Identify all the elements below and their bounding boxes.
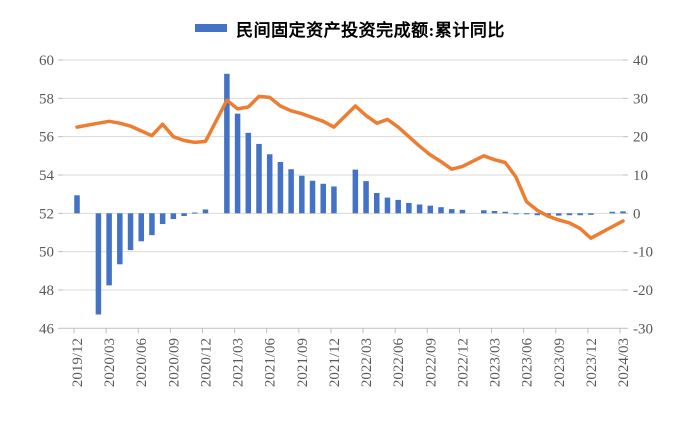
bar: [556, 213, 562, 216]
left-axis-tick-label: 48: [39, 283, 54, 299]
bar: [363, 181, 369, 214]
bar: [234, 113, 241, 214]
bar: [256, 143, 262, 214]
x-axis-tick-label: 2020/09: [166, 338, 182, 387]
bar: [127, 213, 134, 251]
bar: [427, 205, 434, 214]
bar: [438, 207, 444, 214]
bar: [117, 213, 123, 265]
right-axis-tick-label: 20: [633, 130, 648, 146]
left-axis-tick-label: 46: [39, 321, 55, 337]
bar: [95, 213, 102, 315]
bar: [224, 73, 230, 214]
bar: [513, 213, 519, 215]
bar: [245, 132, 252, 214]
bar: [352, 169, 359, 214]
bar: [74, 195, 80, 214]
right-axis-tick-label: 0: [633, 206, 641, 222]
bar: [331, 186, 337, 214]
bar: [502, 211, 508, 214]
right-axis-tick-label: 40: [633, 53, 648, 69]
x-axis-tick-label: 2023/03: [488, 338, 504, 387]
bar: [106, 213, 112, 286]
bar: [577, 213, 583, 216]
x-axis-tick-label: 2023/09: [552, 338, 568, 387]
bar: [320, 183, 326, 214]
left-axis-tick-label: 60: [39, 53, 54, 69]
bar: [149, 213, 155, 236]
bar: [534, 213, 541, 216]
line-series: [75, 94, 625, 240]
bar: [416, 204, 423, 214]
bar: [266, 154, 273, 214]
x-axis-tick-label: 2022/09: [423, 338, 439, 387]
x-axis-tick-label: 2021/06: [263, 338, 279, 388]
bar: [202, 209, 209, 214]
x-axis-tick-label: 2020/03: [102, 338, 118, 387]
bar: [159, 213, 166, 225]
bar: [448, 209, 455, 214]
bar: [170, 213, 177, 220]
x-axis-tick-label: 2022/12: [455, 338, 471, 387]
x-axis-tick-label: 2021/12: [327, 338, 343, 387]
left-axis-tick-label: 54: [39, 168, 55, 184]
bar: [588, 213, 594, 215]
bar: [481, 210, 487, 214]
bar: [288, 169, 294, 214]
bar: [406, 202, 412, 214]
x-axis-tick-label: 2022/03: [359, 338, 375, 387]
legend: 民间固定资产投资完成额:累计同比: [0, 16, 700, 40]
bar: [374, 193, 380, 214]
x-axis-tick-label: 2021/09: [295, 338, 311, 387]
x-axis-tick-label: 2019/12: [70, 338, 86, 387]
x-axis-tick-label: 2021/03: [231, 338, 247, 387]
legend-bar-label: 民间固定资产投资完成额:累计同比: [236, 20, 505, 40]
x-axis-tick-label: 2022/06: [391, 338, 407, 388]
legend-bar-swatch: [195, 24, 228, 32]
x-axis-tick-label: 2023/06: [520, 338, 536, 388]
left-axis-tick-label: 52: [39, 206, 54, 222]
right-axis-tick-label: 10: [633, 168, 648, 184]
x-axis-tick-label: 2023/12: [584, 338, 600, 387]
bar: [138, 213, 144, 242]
bar: [620, 211, 626, 214]
bar: [299, 175, 305, 214]
right-axis-tick-label: 30: [633, 91, 648, 107]
bar: [459, 209, 466, 214]
x-axis-tick-label: 2020/06: [134, 338, 150, 388]
left-axis-tick-label: 50: [39, 245, 54, 261]
bar: [277, 161, 284, 214]
right-axis-tick-label: -30: [633, 321, 653, 337]
bar: [309, 180, 316, 214]
x-axis-tick-label: 2020/12: [198, 338, 214, 387]
bar: [609, 211, 616, 214]
bar: [395, 199, 401, 214]
bar: [523, 213, 530, 215]
x-axis-tick-label: 2024/03: [616, 338, 632, 387]
bar: [192, 212, 198, 214]
bar: [566, 213, 573, 216]
bar: [491, 211, 498, 214]
right-axis-tick-label: -10: [633, 245, 653, 261]
bar: [384, 197, 391, 214]
bar: [181, 213, 187, 216]
left-axis-tick-label: 56: [39, 130, 55, 146]
left-axis-tick-label: 58: [39, 91, 54, 107]
right-axis-tick-label: -20: [633, 283, 653, 299]
